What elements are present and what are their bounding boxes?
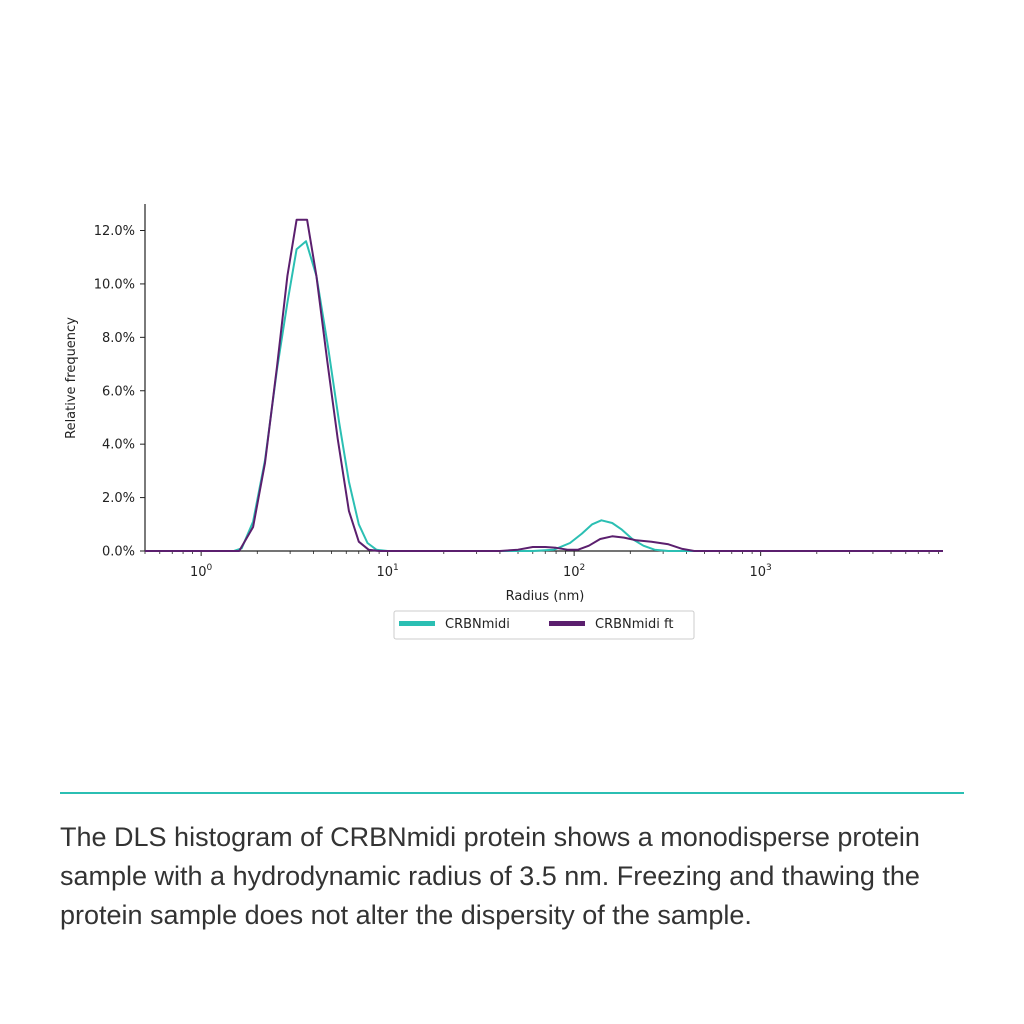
legend-swatch-crbnmidi-ft [549, 621, 585, 626]
legend-label-crbnmidi-ft: CRBNmidi ft [595, 617, 673, 632]
dls-histogram-chart: 0.0% 2.0% 4.0% 6.0% 8.0% 10.0% 12.0% 100 101 102… [64, 204, 943, 640]
series-line-crbnmidi-ft [145, 218, 943, 552]
legend-label-crbnmidi: CRBNmidi [445, 617, 510, 632]
x-tick-label: 103 [750, 563, 772, 580]
series-line-crbnmidi [145, 240, 943, 552]
legend-box [393, 610, 695, 640]
y-tick-label: 4.0% [102, 438, 135, 453]
x-axis-label: Radius (nm) [506, 589, 585, 604]
figure-caption: The DLS histogram of CRBNmidi protein sh… [60, 822, 920, 930]
x-tick-label: 100 [190, 563, 213, 580]
y-axis-label: Relative frequency [64, 317, 79, 439]
y-tick-label: 10.0% [94, 277, 135, 292]
legend-swatch-crbnmidi [399, 621, 435, 626]
x-tick-label: 101 [377, 563, 399, 580]
legend: CRBNmidi CRBNmidi ft [393, 610, 695, 640]
x-tick-label: 102 [563, 563, 585, 580]
caption-divider [60, 792, 964, 794]
y-tick-label: 8.0% [102, 331, 135, 346]
y-tick-label: 0.0% [102, 545, 135, 560]
y-tick-label: 2.0% [102, 491, 135, 506]
y-tick-label: 6.0% [102, 384, 135, 399]
y-tick-label: 12.0% [94, 224, 135, 239]
